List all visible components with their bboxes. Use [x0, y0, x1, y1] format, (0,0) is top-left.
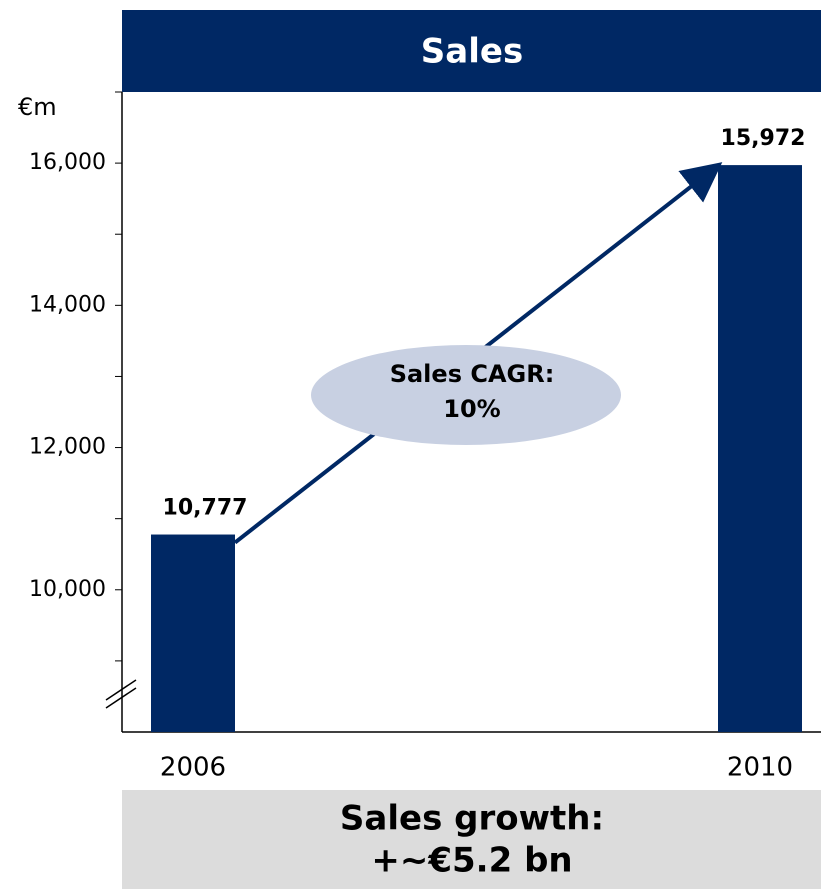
- bar: [151, 534, 235, 732]
- value-label: 10,777: [163, 496, 248, 521]
- value-label: 15,972: [721, 126, 806, 151]
- y-tick-label: 16,000: [29, 150, 106, 175]
- annotation: 10%: [443, 395, 500, 423]
- y-tick-label: 10,000: [29, 577, 106, 602]
- axis-break: [105, 687, 137, 709]
- unit-label: €m: [18, 93, 57, 121]
- annotation-bubble: [311, 345, 621, 445]
- footer-box: [122, 790, 821, 889]
- chart-title: Sales: [421, 32, 523, 72]
- title-bar: [122, 10, 821, 92]
- y-tick-label: 14,000: [29, 292, 106, 317]
- footer-line: +~€5.2 bn: [371, 841, 572, 881]
- x-tick-label: 2010: [727, 753, 793, 783]
- annotation: Sales CAGR:: [390, 360, 555, 388]
- y-tick-label: 12,000: [29, 435, 106, 460]
- bar: [718, 165, 802, 732]
- x-tick-label: 2006: [160, 753, 226, 783]
- footer-line: Sales growth:: [340, 799, 604, 839]
- axis-break: [105, 679, 137, 701]
